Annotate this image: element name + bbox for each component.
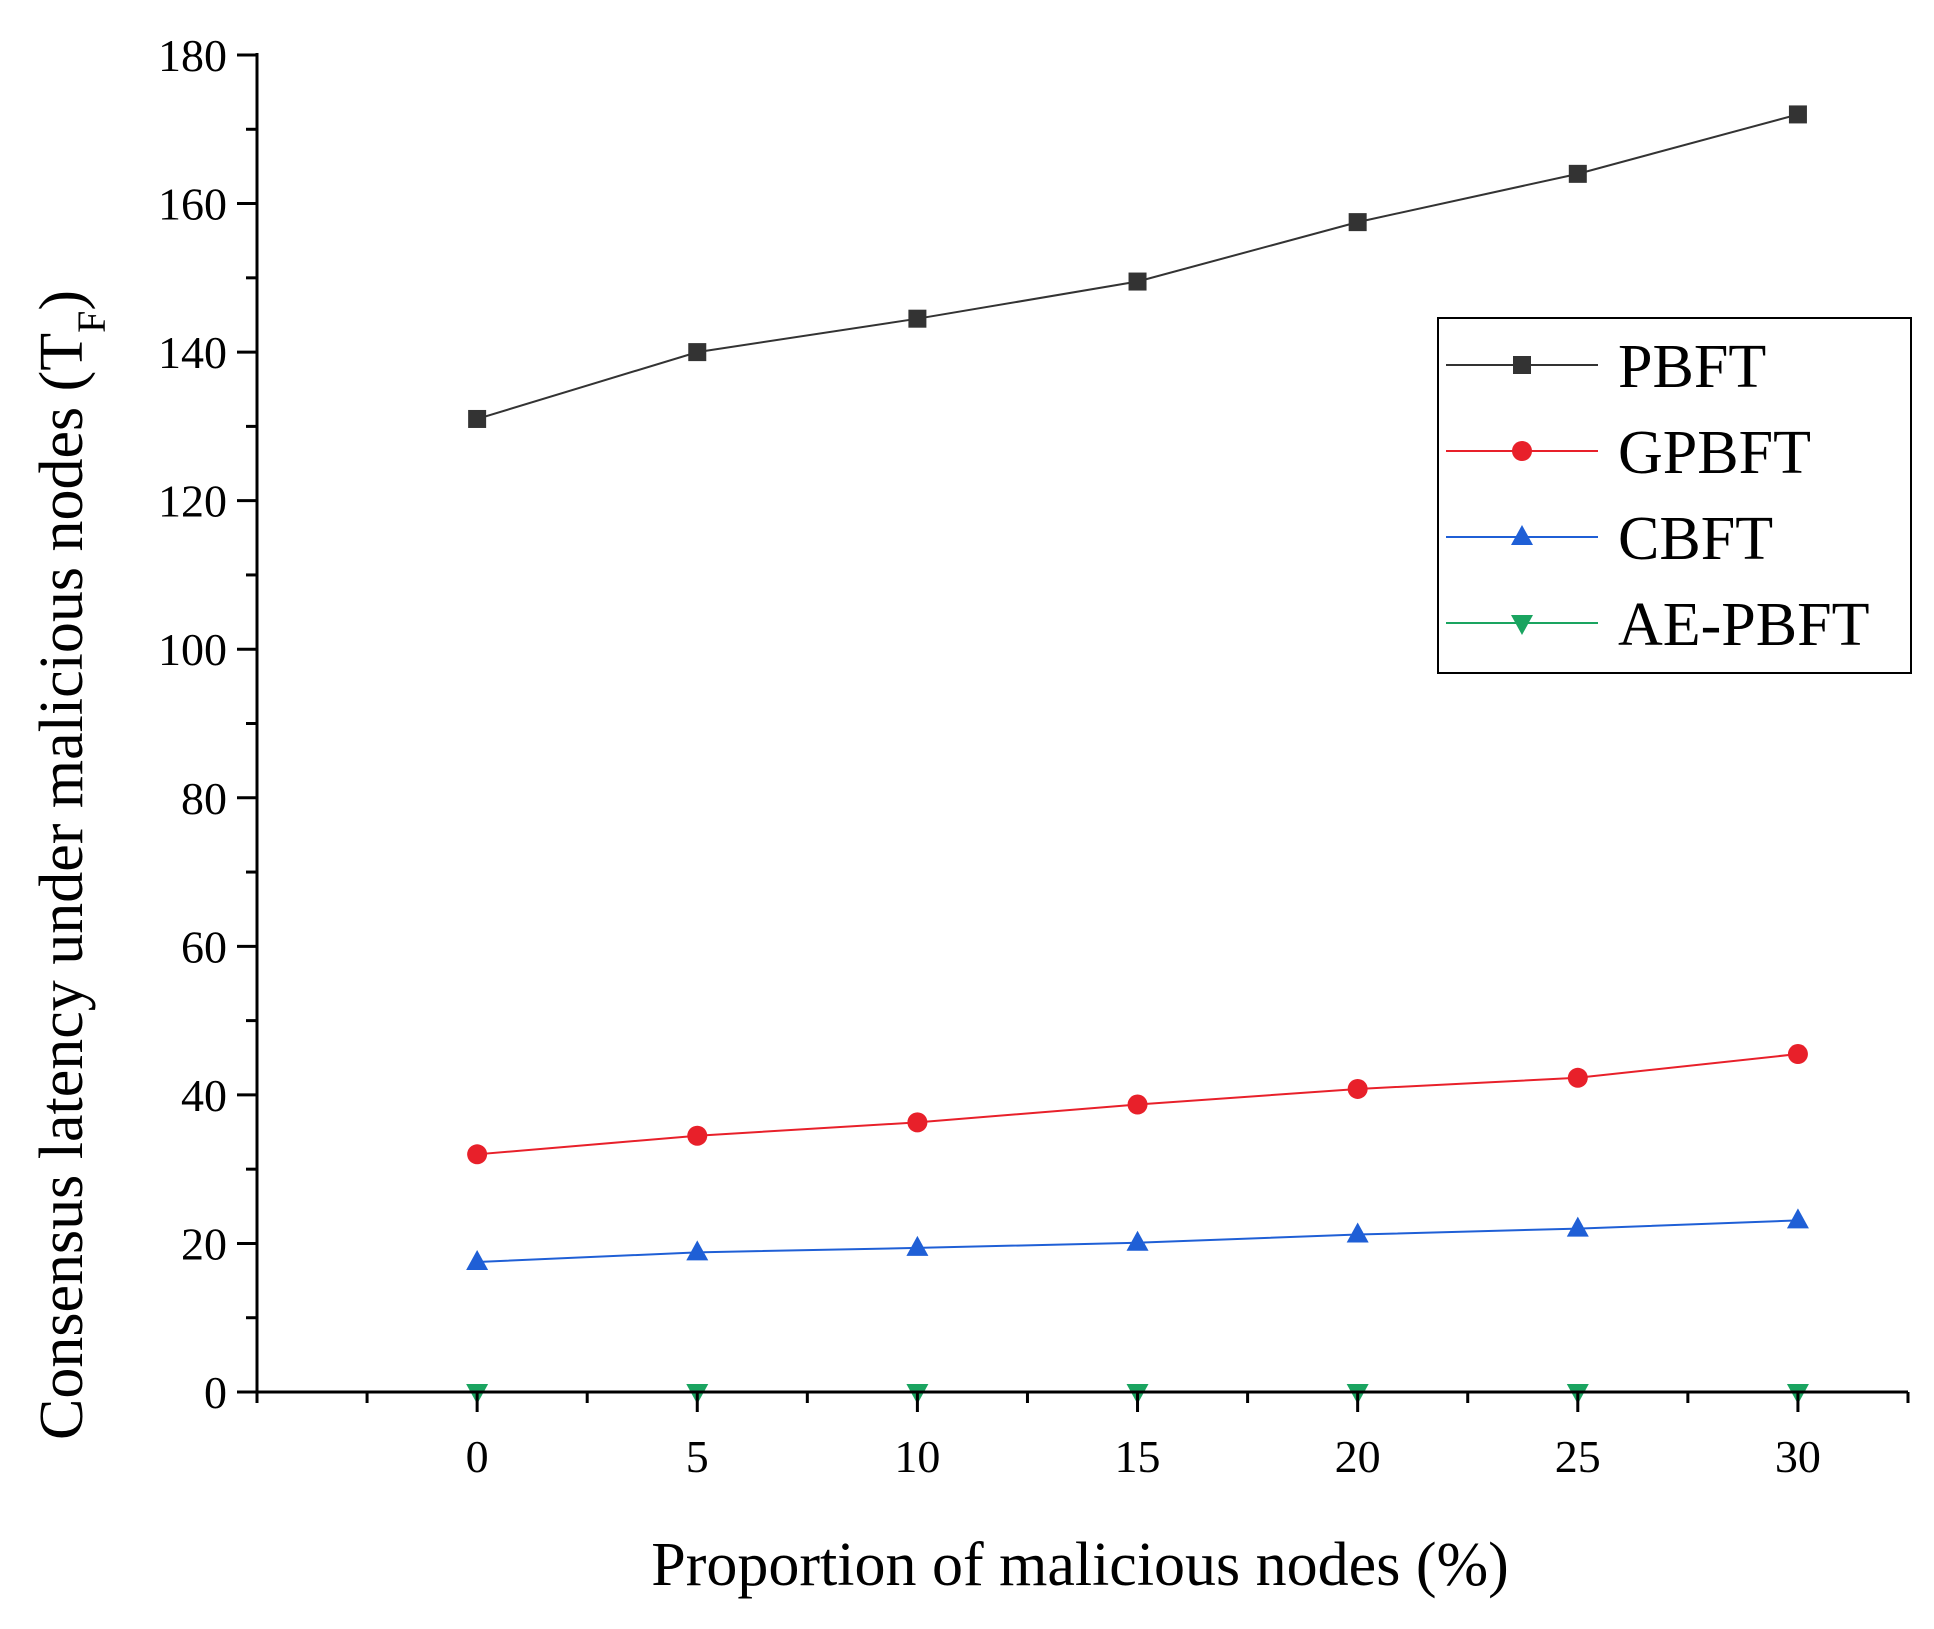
data-point-pbft	[468, 409, 487, 428]
legend-label-ae-pbft: AE-PBFT	[1618, 591, 1869, 659]
y-tick-label: 60	[181, 921, 227, 972]
data-point-cbft	[1126, 1230, 1149, 1251]
y-axis-title: Consensus latency under malicious nodes …	[28, 290, 114, 1440]
data-point-gpbft	[687, 1125, 708, 1146]
data-point-cbft	[1786, 1208, 1809, 1229]
data-point-gpbft	[907, 1112, 928, 1133]
x-tick-label: 0	[466, 1431, 489, 1482]
y-tick-label: 20	[181, 1218, 227, 1269]
svg-text:Consensus latency under malici: Consensus latency under malicious nodes …	[28, 290, 114, 1440]
legend-box	[1437, 317, 1912, 674]
legend: PBFT GPBFT CBFT AE-PBFT	[1437, 317, 1912, 674]
x-tick-label: 20	[1335, 1431, 1381, 1482]
data-point-gpbft	[1567, 1067, 1588, 1088]
data-point-cbft	[1346, 1222, 1369, 1243]
axes: 0 20 40 60 80 100 120 140 160 180 0 5 10 15 20 25 30	[158, 30, 1910, 1482]
legend-marker-ae-pbft	[1511, 615, 1533, 635]
x-tick-label: 10	[894, 1431, 940, 1482]
y-tick-label: 140	[158, 327, 227, 378]
data-point-pbft	[908, 309, 927, 328]
data-point-gpbft	[1787, 1044, 1808, 1065]
data-point-cbft	[906, 1235, 929, 1256]
y-axis-title-close: )	[28, 290, 96, 311]
data-point-cbft	[1566, 1216, 1589, 1237]
x-tick-label: 15	[1115, 1431, 1161, 1482]
data-point-pbft	[1348, 213, 1367, 232]
data-point-gpbft	[1127, 1094, 1148, 1115]
data-point-pbft	[1128, 272, 1147, 291]
data-point-pbft	[688, 343, 707, 362]
legend-label-pbft: PBFT	[1618, 333, 1766, 401]
y-tick-label: 0	[204, 1367, 227, 1418]
data-point-pbft	[1568, 164, 1587, 183]
data-point-cbft	[466, 1250, 489, 1271]
data-point-gpbft	[467, 1144, 488, 1165]
x-tick-label: 30	[1775, 1431, 1821, 1482]
y-tick-label: 120	[158, 476, 227, 527]
plot-area	[466, 105, 1809, 1404]
y-axis-title-main: Consensus latency under malicious nodes …	[28, 333, 96, 1440]
y-tick-label: 40	[181, 1070, 227, 1121]
y-tick-label: 80	[181, 773, 227, 824]
y-axis-title-subscript: F	[69, 311, 114, 333]
x-tick-label: 25	[1555, 1431, 1601, 1482]
legend-label-cbft: CBFT	[1618, 505, 1773, 573]
legend-marker-cbft	[1511, 525, 1533, 545]
x-axis-title: Proportion of malicious nodes (%)	[651, 1531, 1509, 1599]
data-point-gpbft	[1347, 1078, 1368, 1099]
legend-label-gpbft: GPBFT	[1618, 419, 1811, 487]
y-tick-label: 160	[158, 179, 227, 230]
data-point-pbft	[1788, 105, 1807, 124]
data-point-cbft	[686, 1240, 709, 1261]
y-tick-label: 180	[158, 30, 227, 81]
legend-marker-pbft	[1513, 356, 1531, 374]
x-tick-label: 5	[686, 1431, 709, 1482]
legend-marker-gpbft	[1512, 441, 1532, 461]
y-tick-label: 100	[158, 624, 227, 675]
